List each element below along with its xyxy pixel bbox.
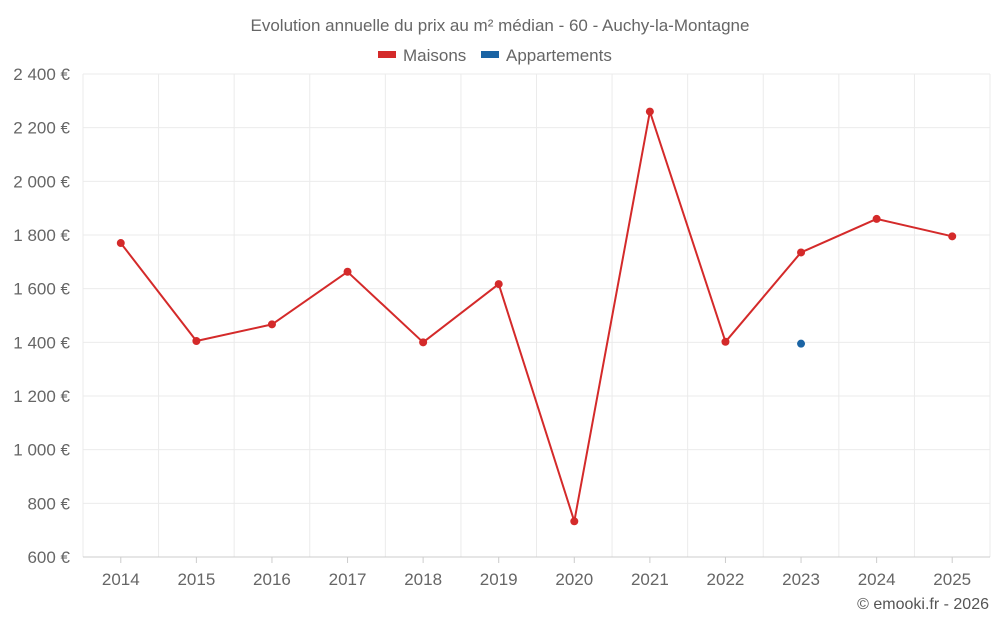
x-tick-label: 2018: [404, 570, 442, 589]
y-tick-label: 1 000 €: [13, 441, 70, 460]
data-point-maisons: [419, 338, 428, 347]
x-tick-label: 2021: [631, 570, 669, 589]
legend-label-appartements: Appartements: [506, 46, 612, 65]
x-tick-label: 2016: [253, 570, 291, 589]
x-tick-label: 2023: [782, 570, 820, 589]
x-tick-label: 2020: [555, 570, 593, 589]
chart-title: Evolution annuelle du prix au m² médian …: [251, 16, 750, 35]
legend: Maisons Appartements: [378, 46, 612, 65]
x-tick-label: 2019: [480, 570, 518, 589]
legend-item-appartements[interactable]: Appartements: [481, 46, 612, 65]
x-tick-label: 2015: [177, 570, 215, 589]
x-tick-label: 2024: [858, 570, 896, 589]
data-point-maisons: [343, 267, 352, 276]
y-tick-label: 1 400 €: [13, 333, 70, 352]
x-tick-label: 2025: [933, 570, 971, 589]
legend-swatch-appartements: [481, 51, 499, 58]
y-tick-label: 1 800 €: [13, 226, 70, 245]
data-point-appartements: [797, 339, 806, 348]
y-tick-label: 2 400 €: [13, 65, 70, 84]
data-point-maisons: [116, 239, 125, 248]
data-point-maisons: [192, 336, 201, 345]
legend-item-maisons[interactable]: Maisons: [378, 46, 466, 65]
data-point-maisons: [721, 337, 730, 346]
data-point-maisons: [570, 517, 579, 526]
x-tick-label: 2022: [707, 570, 745, 589]
y-tick-label: 600 €: [27, 548, 70, 567]
legend-label-maisons: Maisons: [403, 46, 466, 65]
y-tick-label: 1 600 €: [13, 280, 70, 299]
series: [116, 107, 957, 526]
y-tick-label: 1 200 €: [13, 387, 70, 406]
x-tick-label: 2017: [329, 570, 367, 589]
credit: © emooki.fr - 2026: [857, 596, 989, 613]
y-tick-label: 2 000 €: [13, 172, 70, 191]
data-point-maisons: [267, 320, 276, 329]
axes: 600 € 800 € 1 000 € 1 200 € 1 400 € 1 600 € 1 …: [13, 65, 990, 589]
y-tick-label: 2 200 €: [13, 119, 70, 138]
y-tick-label: 800 €: [27, 494, 70, 513]
data-point-maisons: [872, 214, 881, 223]
grid: [82, 73, 991, 557]
data-point-maisons: [797, 248, 806, 257]
data-point-maisons: [645, 107, 654, 116]
x-tick-label: 2014: [102, 570, 140, 589]
data-point-maisons: [494, 280, 503, 289]
legend-swatch-maisons: [378, 51, 396, 58]
series-line-maisons: [120, 110, 953, 523]
data-point-maisons: [948, 232, 957, 241]
